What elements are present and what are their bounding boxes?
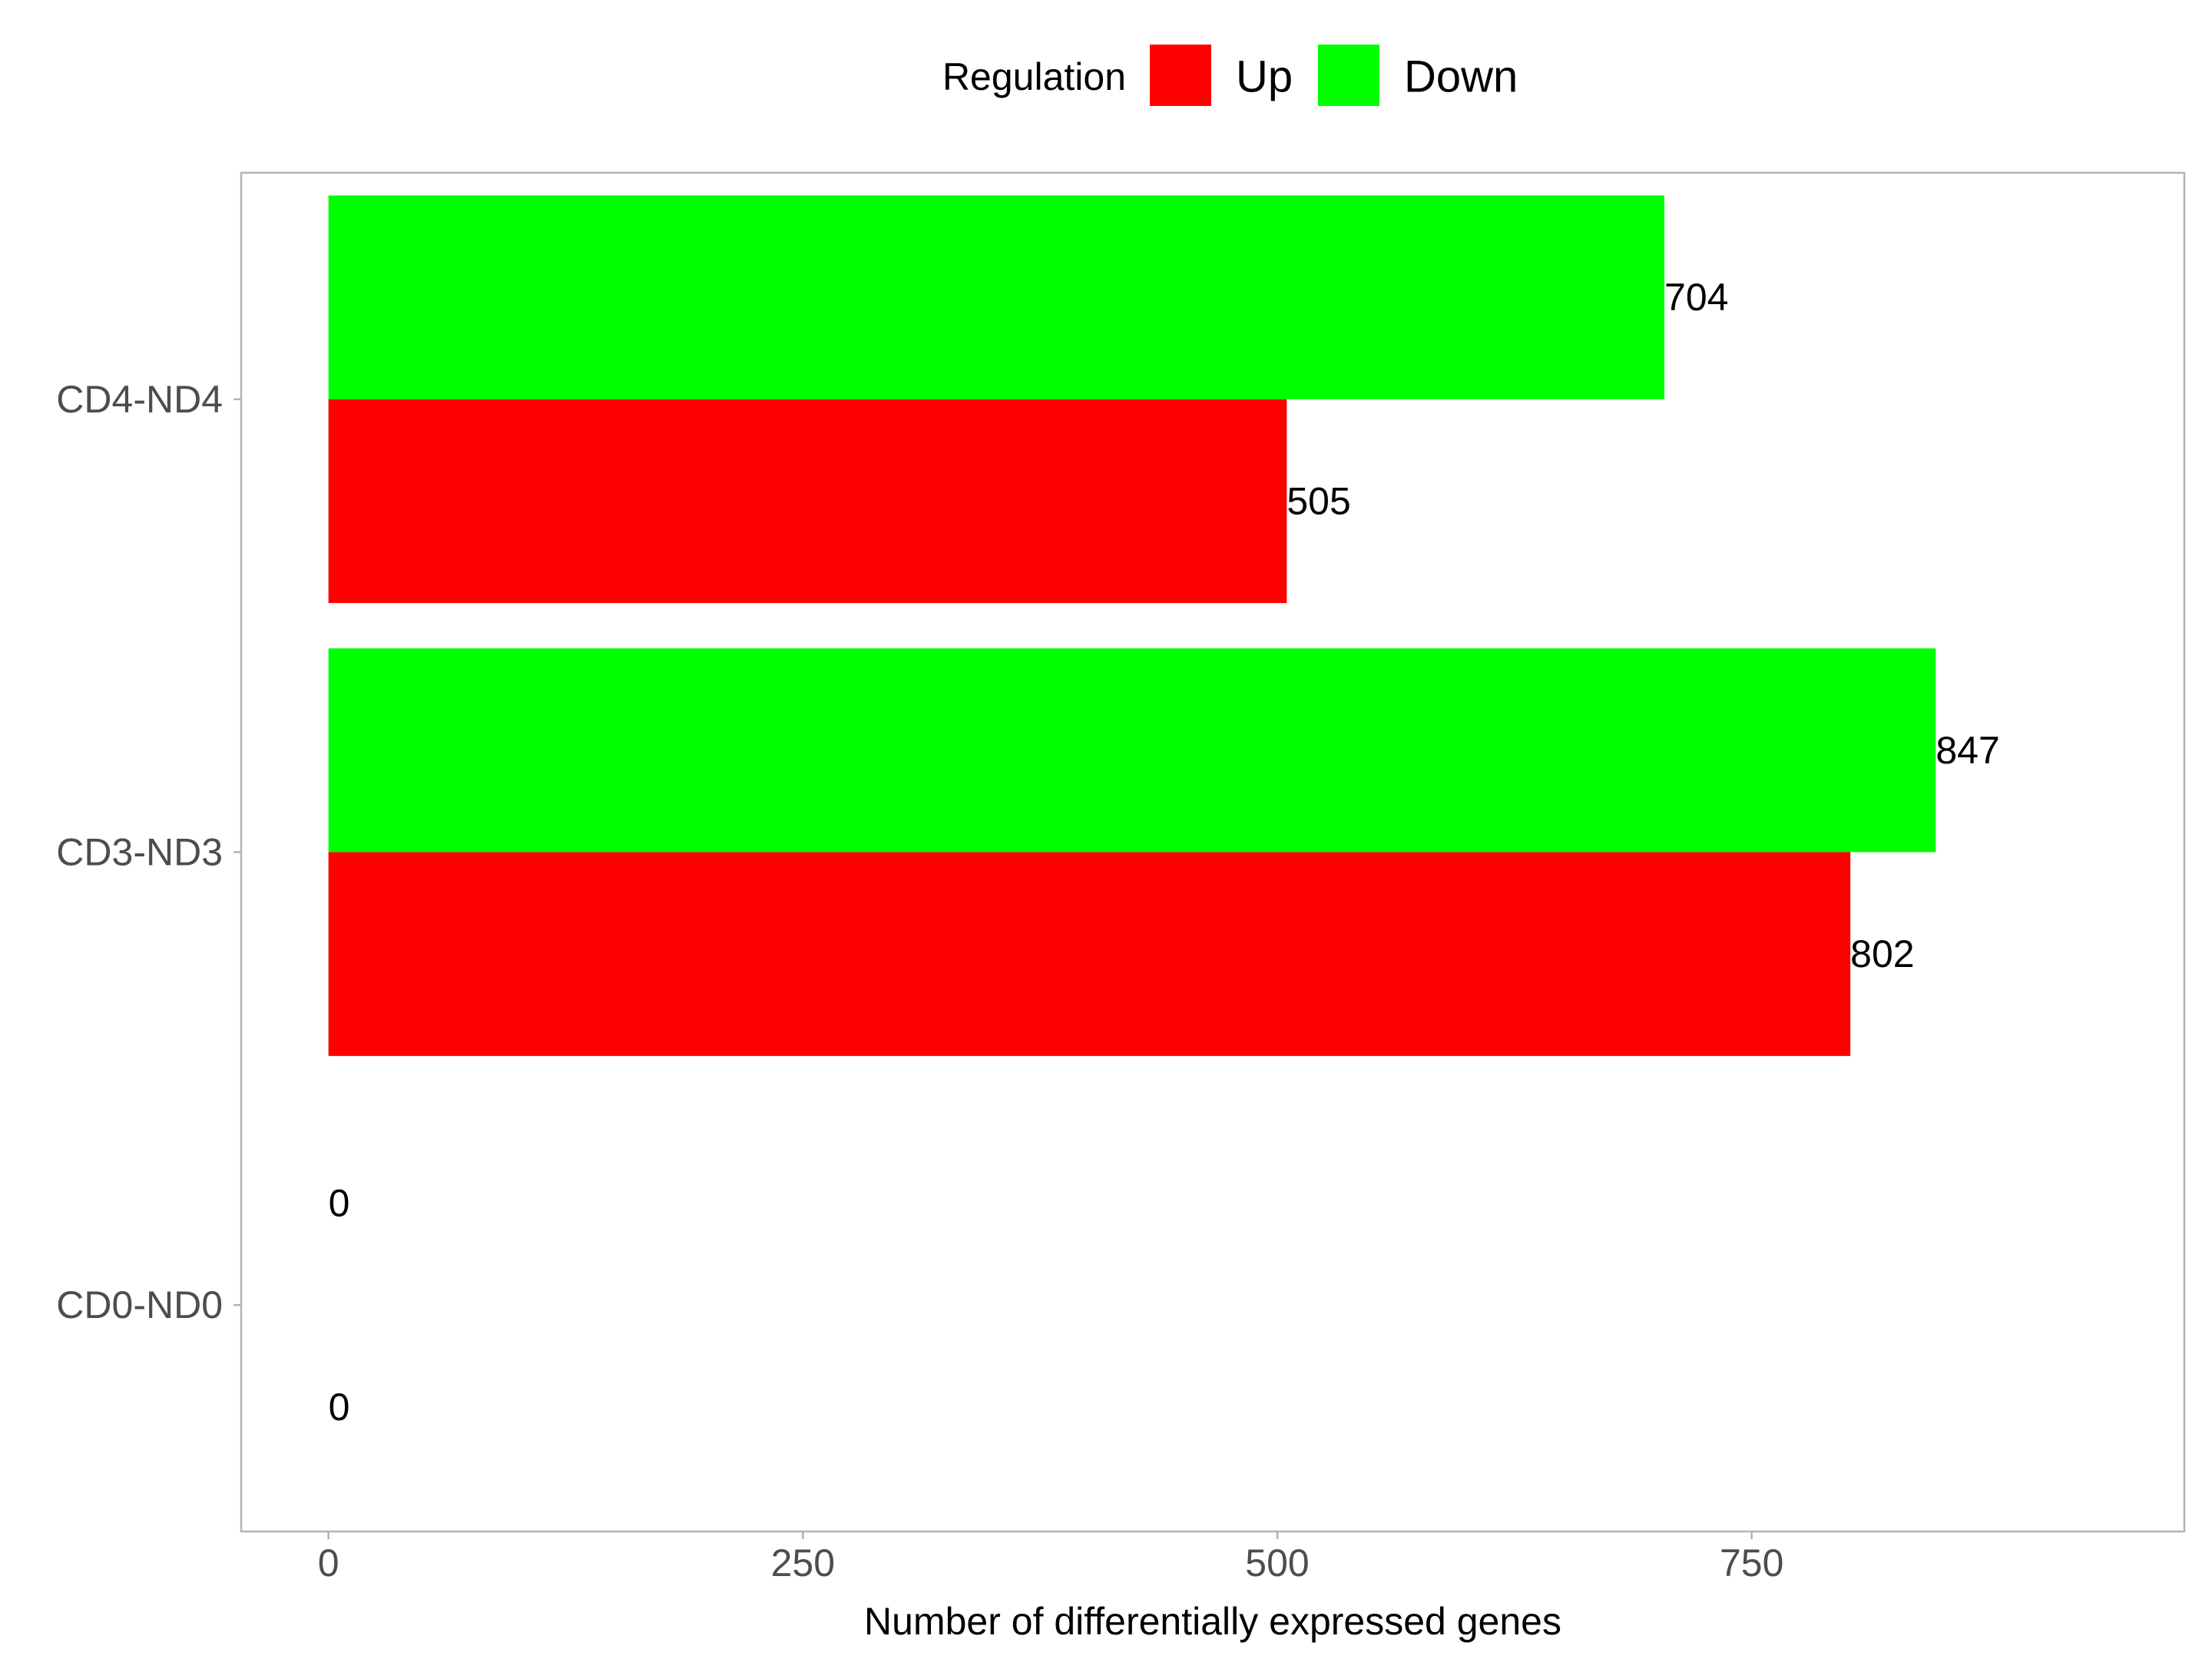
data-label-up-cd4-nd4: 505 [1286, 480, 1350, 523]
bar-up-cd3-nd3 [328, 852, 1851, 1056]
data-label-up-cd3-nd3: 802 [1850, 932, 1914, 975]
data-label-down-cd3-nd3: 847 [1936, 729, 1999, 772]
x-axis-title: Number of differentially expressed genes [864, 1600, 1561, 1643]
data-labels-layer: 0 0 802 847 505 704 [329, 276, 2000, 1429]
x-tick-label: 500 [1245, 1541, 1309, 1584]
x-tick-label: 0 [318, 1541, 339, 1584]
x-tick-label: 250 [771, 1541, 835, 1584]
legend-title: Regulation [942, 55, 1126, 98]
bar-down-cd3-nd3 [328, 648, 1936, 853]
data-label-down-cd0-nd0: 0 [329, 1181, 350, 1224]
y-tick-label: CD3-ND3 [56, 831, 223, 874]
x-tick-label: 750 [1720, 1541, 1783, 1584]
legend: Regulation Up Down [942, 45, 1518, 106]
bar-down-cd4-nd4 [328, 195, 1665, 399]
data-label-down-cd4-nd4: 704 [1664, 276, 1728, 319]
bar-up-cd4-nd4 [328, 399, 1287, 604]
legend-label-down: Down [1404, 52, 1518, 102]
data-label-up-cd0-nd0: 0 [329, 1386, 350, 1429]
x-axis: 0 250 500 750 [318, 1532, 1783, 1584]
y-tick-label: CD4-ND4 [56, 378, 223, 421]
bars-layer [328, 195, 1936, 1056]
legend-key-up [1150, 45, 1211, 106]
y-axis: CD0-ND0 CD3-ND3 CD4-ND4 [56, 378, 241, 1326]
legend-key-down [1318, 45, 1379, 106]
y-tick-label: CD0-ND0 [56, 1283, 223, 1326]
legend-label-up: Up [1236, 52, 1293, 102]
